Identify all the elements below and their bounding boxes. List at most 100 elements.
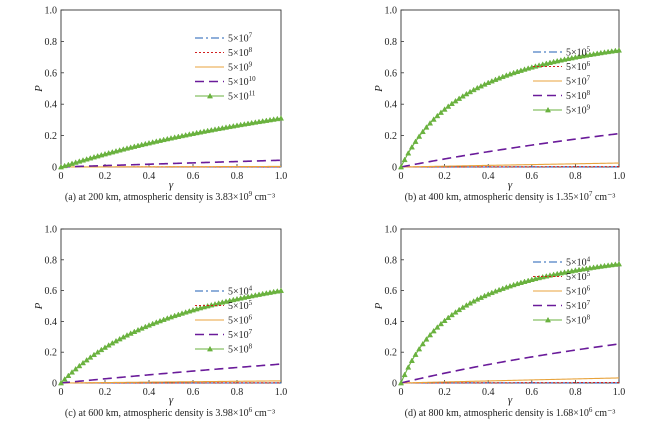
series-line-3 — [400, 377, 620, 384]
y-axis-label: P — [373, 85, 385, 93]
legend-marker — [206, 92, 214, 99]
legend-label: 5×104 — [566, 256, 591, 269]
series-marker — [437, 109, 444, 115]
legend-label: 5×107 — [566, 75, 591, 88]
y-tick-label: 0.2 — [385, 131, 398, 142]
y-axis-label: P — [33, 85, 45, 93]
series-marker — [427, 331, 434, 338]
y-tick-label: 0.6 — [385, 68, 398, 79]
x-tick-label: 0.8 — [231, 387, 244, 398]
y-tick-label: 0 — [392, 379, 397, 390]
x-tick-label: 0.8 — [231, 171, 244, 182]
legend-label: 5×107 — [228, 32, 253, 45]
legend-label: 5×109 — [566, 104, 591, 117]
y-tick-label: 0.6 — [45, 286, 58, 297]
panel-caption: (c) at 600 km, atmospheric density is 3.… — [65, 406, 275, 419]
x-tick-label: 0.6 — [526, 171, 539, 182]
series-marker — [57, 379, 65, 386]
legend-label: 5×105 — [228, 299, 253, 312]
series-marker — [615, 47, 623, 53]
y-tick-label: 0.2 — [45, 131, 58, 142]
y-tick-label: 0.4 — [385, 100, 398, 111]
x-tick-label: 0 — [59, 171, 64, 182]
series-marker — [441, 106, 448, 112]
legend-label: 5×104 — [228, 285, 253, 298]
legend-marker — [544, 316, 552, 323]
series-marker — [430, 327, 437, 334]
x-axis-label: γ — [508, 179, 513, 191]
series-line-4 — [400, 343, 620, 384]
panel-caption: (d) at 800 km, atmospheric density is 1.… — [405, 406, 616, 419]
y-tick-label: 0.8 — [45, 37, 58, 48]
chart-panel-2: 0 0.2 0.4 0.6 0.8 1.000.20.40.60.81.0γP5×1055… — [373, 6, 625, 204]
series-line-3 — [61, 165, 282, 168]
y-tick-label: 0.6 — [385, 286, 398, 297]
legend-marker — [206, 345, 214, 352]
legend-label: 5×109 — [228, 61, 253, 74]
x-tick-label: 0 — [399, 387, 404, 398]
series-line-4 — [60, 363, 282, 384]
x-tick-label: 0.2 — [438, 387, 451, 398]
legend-label: 5×106 — [228, 314, 253, 327]
x-tick-label: 1.0 — [613, 387, 626, 398]
series-marker — [83, 356, 90, 363]
series-marker — [277, 287, 285, 293]
y-tick-label: 0.4 — [385, 317, 398, 328]
series-marker — [412, 351, 419, 357]
y-tick-label: 0.8 — [385, 37, 398, 48]
chart-panel-4: 0 0.2 0.4 0.6 0.8 1.000.20.40.60.81.0γP5×1045… — [373, 225, 625, 420]
x-tick-label: 0.2 — [438, 171, 451, 182]
series-line-4 — [400, 132, 620, 168]
y-tick-label: 0.6 — [45, 68, 58, 79]
legend-label: 5×107 — [228, 328, 253, 341]
legend-label: 5×106 — [566, 60, 591, 73]
series-marker — [441, 317, 448, 323]
series-marker — [419, 340, 426, 347]
series-marker — [427, 120, 434, 126]
series-marker — [277, 115, 285, 121]
legend-label: 5×108 — [228, 343, 253, 356]
series-marker — [423, 336, 430, 342]
series-line-3 — [60, 380, 282, 384]
series-marker — [87, 354, 94, 360]
x-tick-label: 0.6 — [526, 387, 539, 398]
series-marker — [445, 314, 452, 321]
y-tick-label: 0.4 — [45, 100, 58, 111]
series-marker — [76, 362, 83, 369]
x-tick-label: 1.0 — [275, 387, 288, 398]
x-tick-label: 0.8 — [569, 171, 582, 182]
series-marker — [401, 371, 408, 378]
y-tick-label: 0.8 — [45, 255, 58, 266]
x-tick-label: 1.0 — [613, 171, 626, 182]
x-tick-label: 0.2 — [99, 387, 112, 398]
y-tick-label: 1.0 — [385, 6, 398, 17]
series-marker — [615, 260, 623, 267]
series-marker — [434, 112, 441, 119]
x-tick-label: 0.4 — [143, 387, 156, 398]
x-axis-label: γ — [508, 394, 513, 406]
series-marker — [408, 357, 415, 363]
series-marker — [61, 376, 68, 382]
series-line-4 — [60, 159, 282, 168]
legend-label: 5×106 — [566, 285, 591, 298]
series-marker — [416, 133, 423, 139]
panel-caption: (b) at 400 km, atmospheric density is 1.… — [405, 190, 616, 203]
series-marker — [445, 103, 452, 109]
y-axis-label: P — [373, 302, 385, 310]
x-tick-label: 0.4 — [482, 171, 495, 182]
y-tick-label: 1.0 — [385, 225, 398, 236]
y-tick-label: 0 — [52, 163, 57, 174]
series-marker — [405, 364, 412, 370]
y-tick-label: 0.8 — [385, 255, 398, 266]
series-marker — [434, 324, 441, 330]
y-tick-label: 1.0 — [45, 225, 58, 236]
y-tick-label: 0.2 — [45, 348, 58, 359]
series-marker — [437, 320, 444, 327]
x-tick-label: 0.2 — [99, 171, 112, 182]
series-marker — [79, 359, 87, 366]
series-marker — [448, 100, 455, 106]
